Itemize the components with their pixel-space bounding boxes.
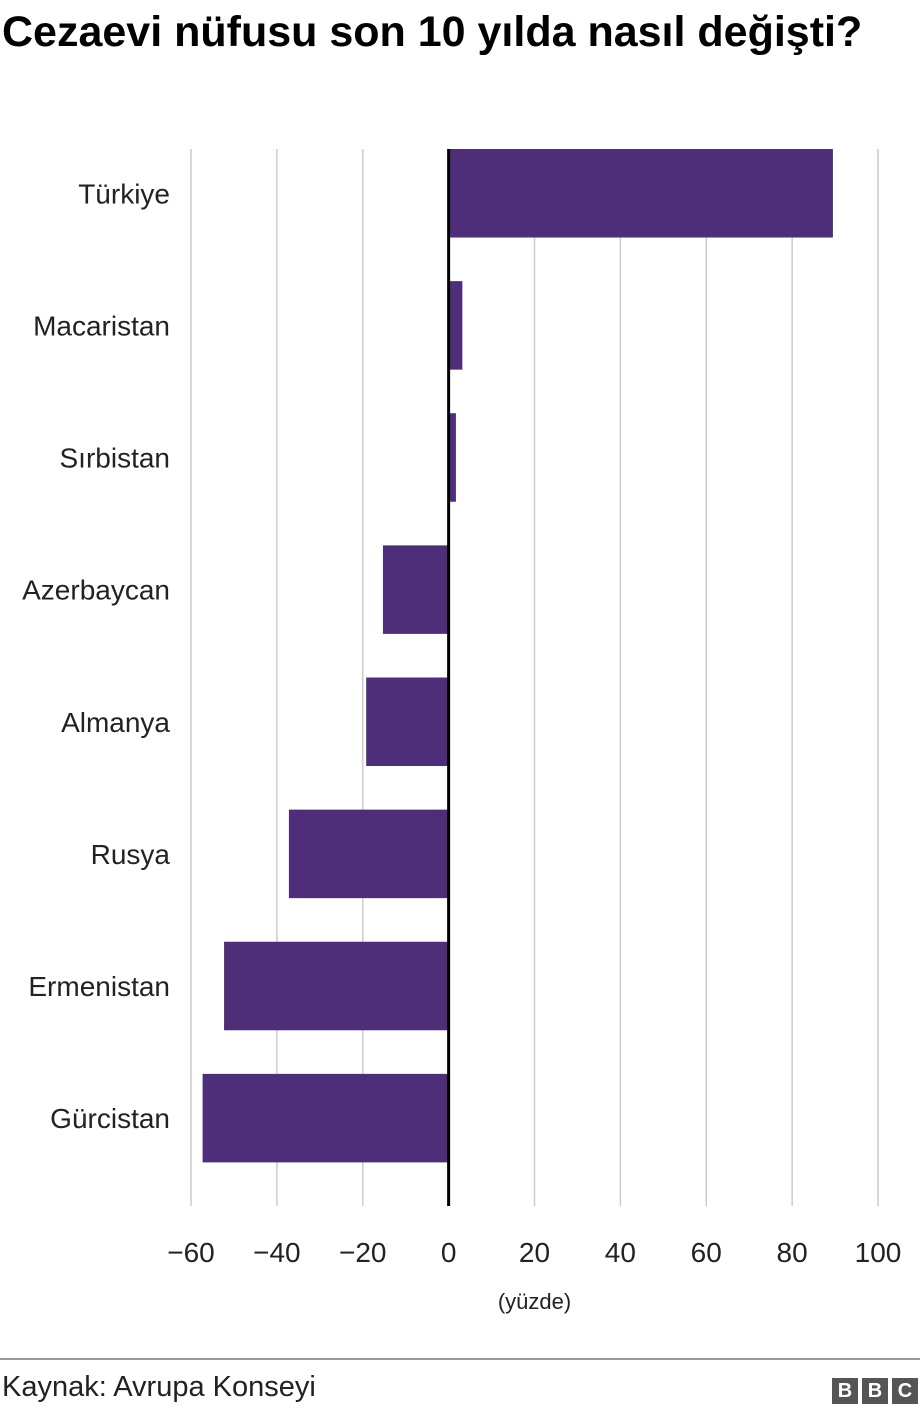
logo-letter-3: C xyxy=(892,1378,918,1404)
bbc-logo: B B C xyxy=(832,1378,918,1404)
x-tick-label-1: −40 xyxy=(253,1237,301,1268)
bar-2 xyxy=(448,281,463,370)
category-labels: Türkiye Macaristan Sırbistan Azerbaycan Alma… xyxy=(22,178,170,1134)
bar-5 xyxy=(366,677,449,767)
logo-letter-1: B xyxy=(832,1378,858,1404)
bar-3 xyxy=(448,413,456,502)
footer-divider xyxy=(0,1358,920,1360)
category-label-4: Azerbaycan xyxy=(22,575,170,606)
x-axis-label: (yüzde) xyxy=(498,1289,571,1314)
category-label-6: Rusya xyxy=(91,839,171,870)
logo-letter-2: B xyxy=(862,1378,888,1404)
x-tick-label-3: 0 xyxy=(441,1237,457,1268)
category-label-1: Türkiye xyxy=(78,178,170,209)
bar-4 xyxy=(382,545,449,634)
category-label-7: Ermenistan xyxy=(28,971,170,1002)
bar-chart: Türkiye Macaristan Sırbistan Azerbaycan Alma… xyxy=(22,149,901,1314)
gridlines xyxy=(190,149,879,1206)
category-label-2: Macaristan xyxy=(33,310,170,341)
bars xyxy=(202,149,833,1163)
bar-1 xyxy=(448,149,833,238)
category-label-8: Gürcistan xyxy=(50,1103,170,1134)
x-tick-label-2: −20 xyxy=(339,1237,387,1268)
bar-7 xyxy=(224,941,449,1031)
bar-8 xyxy=(202,1073,449,1163)
category-label-5: Almanya xyxy=(61,707,170,738)
x-tick-label-4: 20 xyxy=(519,1237,550,1268)
category-label-3: Sırbistan xyxy=(60,443,171,474)
x-tick-label-6: 60 xyxy=(691,1237,722,1268)
x-tick-labels: −60 −40 −20 0 20 40 60 80 100 xyxy=(167,1237,901,1268)
x-tick-label-5: 40 xyxy=(605,1237,636,1268)
source-note: Kaynak: Avrupa Konseyi xyxy=(2,1371,316,1403)
chart-title: Cezaevi nüfusu son 10 yılda nasıl değişt… xyxy=(2,8,863,56)
bar-6 xyxy=(288,809,449,899)
x-tick-label-0: −60 xyxy=(167,1237,215,1268)
x-tick-label-7: 80 xyxy=(777,1237,808,1268)
x-tick-label-8: 100 xyxy=(855,1237,902,1268)
